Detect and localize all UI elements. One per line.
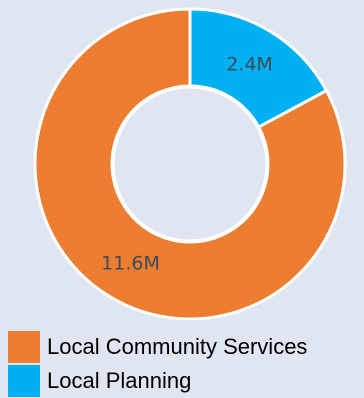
legend-item-local-community-services: Local Community Services: [8, 330, 307, 364]
data-label-local-planning: 2.4M: [226, 53, 273, 75]
legend-label-local-community-services: Local Community Services: [47, 334, 308, 359]
legend: Local Community Services Local Planning: [8, 330, 307, 398]
legend-label-local-planning: Local Planning: [47, 368, 192, 393]
donut-hole: [111, 85, 269, 243]
legend-item-local-planning: Local Planning: [8, 364, 307, 398]
donut-chart: 2.4M 11.6M: [33, 7, 347, 320]
legend-swatch-local-planning: [8, 365, 40, 397]
donut-chart-svg: 2.4M 11.6M: [33, 7, 347, 320]
data-label-local-community-services: 11.6M: [101, 253, 160, 275]
legend-swatch-local-community-services: [8, 331, 40, 363]
